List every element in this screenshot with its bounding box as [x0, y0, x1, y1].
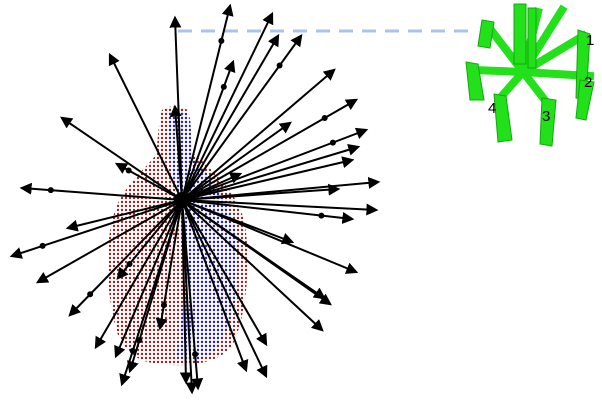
approach-arrow — [65, 199, 183, 232]
approach-arrows — [9, 3, 381, 395]
arrow-sample-dot — [318, 212, 325, 219]
approach-arrow — [114, 199, 183, 359]
arrow-sample-dot — [276, 62, 283, 69]
approach-arrow — [181, 144, 361, 201]
finger-label-1: 1 — [586, 32, 594, 49]
approach-arrow — [181, 183, 341, 201]
approach-arrow — [181, 199, 249, 373]
arrow-sample-dot — [126, 260, 133, 267]
approach-arrow — [94, 199, 183, 350]
approach-arrow — [181, 172, 243, 201]
arrow-sample-dot — [125, 167, 132, 174]
arrow-origin-hub — [174, 192, 190, 208]
gripper-model: 1 2 3 4 — [465, 3, 595, 147]
arrow-sample-dot — [47, 187, 54, 194]
approach-arrow — [169, 104, 183, 201]
arrow-sample-dot — [87, 291, 94, 298]
approach-arrow — [181, 199, 198, 395]
approach-arrow — [181, 68, 336, 201]
arrow-sample-dot — [136, 337, 143, 344]
arrow-sample-dot — [220, 83, 227, 90]
approach-arrow — [181, 11, 274, 201]
approach-arrow — [181, 33, 280, 201]
approach-arrow — [108, 52, 183, 201]
approach-arrow — [181, 199, 324, 332]
approach-arrow — [181, 98, 359, 201]
approach-arrow — [181, 156, 355, 201]
arrow-sample-dot — [329, 139, 336, 146]
arrow-sample-dot — [218, 37, 225, 44]
approach-arrow — [181, 199, 268, 347]
finger-label-2: 2 — [584, 74, 592, 91]
approach-arrow — [60, 116, 183, 201]
finger-label-4: 4 — [488, 100, 496, 117]
approach-arrow — [35, 199, 183, 284]
approach-arrow — [181, 199, 359, 274]
finger-label-3: 3 — [542, 108, 550, 125]
approach-arrow — [181, 199, 379, 216]
arrow-sample-dot — [192, 351, 199, 358]
approach-arrow — [181, 121, 292, 201]
arrow-sample-dot — [129, 347, 136, 354]
approach-arrow — [181, 199, 268, 379]
arrow-sample-dot — [160, 301, 167, 308]
approach-arrow — [181, 199, 332, 306]
approach-arrow — [181, 127, 369, 201]
arrow-sample-dot — [321, 115, 328, 121]
arrow-sample-dot — [39, 242, 46, 249]
